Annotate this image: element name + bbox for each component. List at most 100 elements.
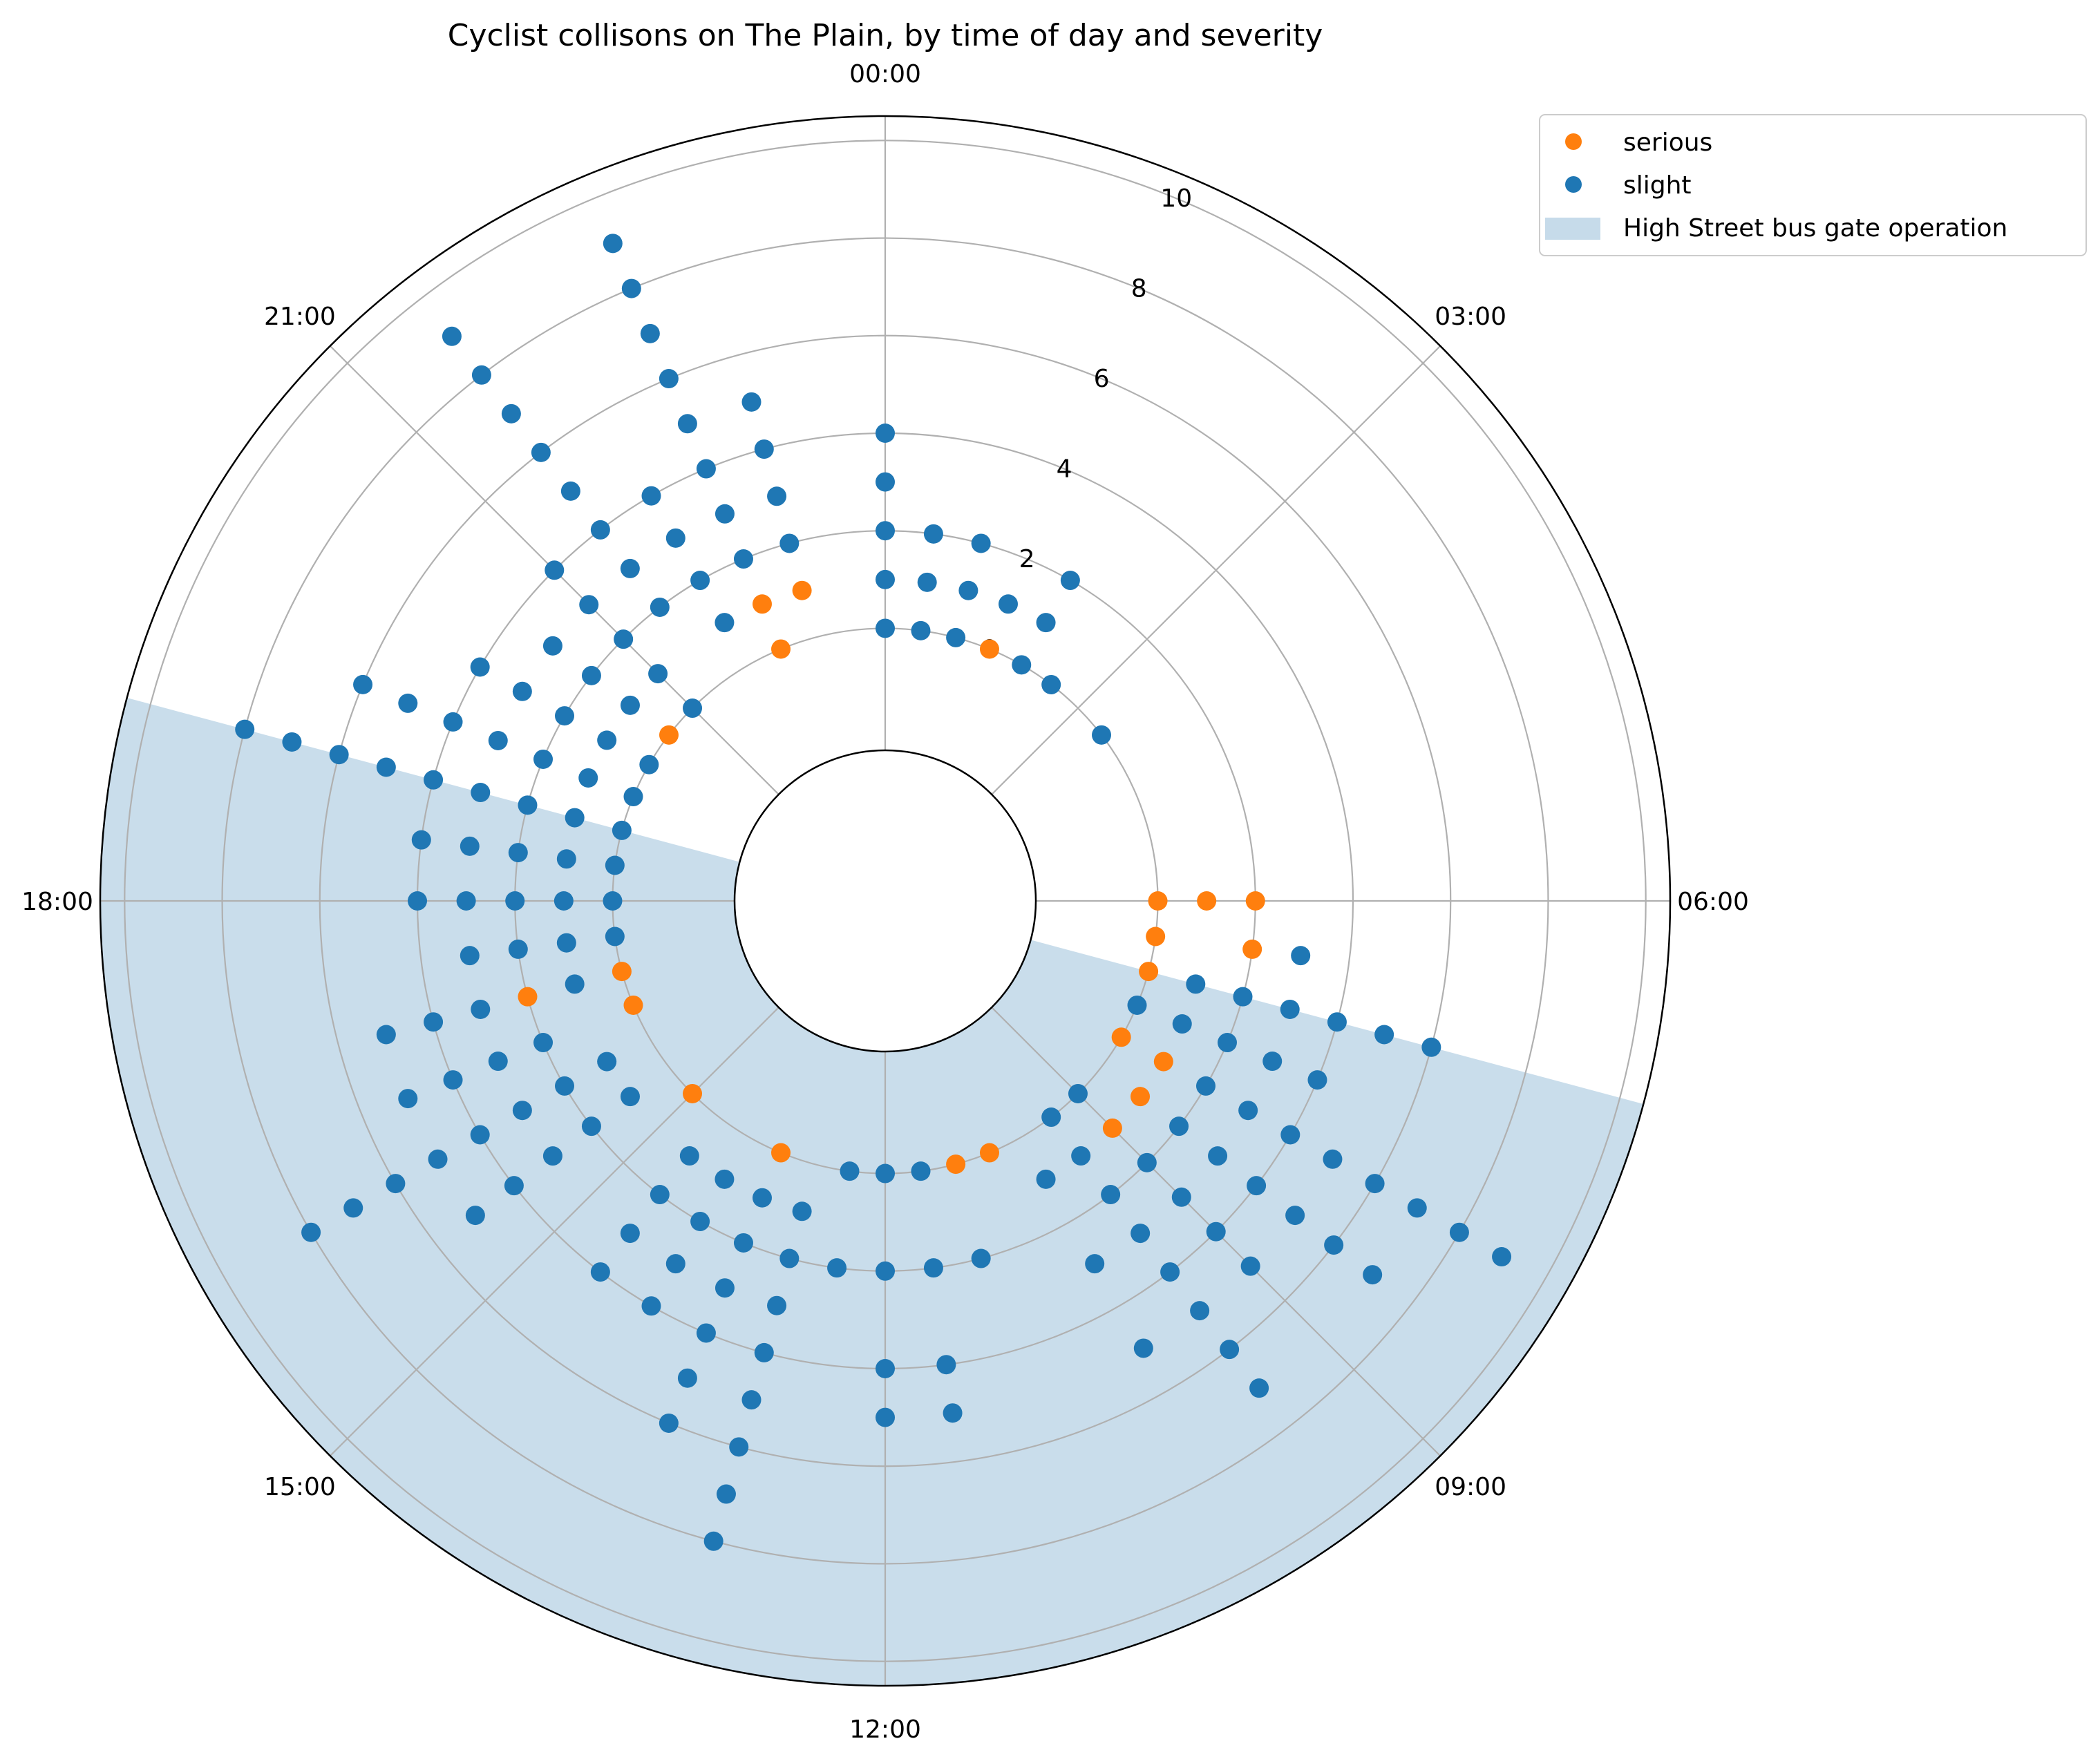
point-serious — [623, 995, 643, 1015]
legend-marker-slight — [1565, 176, 1582, 193]
point-slight — [733, 549, 753, 569]
point-slight — [623, 787, 643, 807]
point-slight — [650, 597, 670, 617]
point-serious — [612, 962, 632, 982]
point-slight — [545, 560, 565, 580]
point-slight — [1172, 1014, 1192, 1034]
inner-spine — [733, 749, 1037, 1053]
point-slight — [665, 1254, 685, 1274]
point-slight — [518, 795, 538, 815]
point-slight — [1280, 999, 1300, 1019]
angular-gridline — [991, 345, 1441, 795]
point-serious — [771, 1143, 791, 1163]
point-slight — [590, 520, 610, 540]
point-slight — [531, 442, 551, 462]
point-slight — [398, 1089, 418, 1109]
point-slight — [733, 1233, 753, 1253]
legend-label-slight: slight — [1623, 171, 1692, 200]
point-slight — [554, 891, 574, 911]
radial-tick-label: 6 — [1094, 365, 1110, 393]
point-slight — [456, 891, 476, 911]
outer-spine — [99, 115, 1672, 1687]
point-slight — [235, 719, 255, 739]
point-slight — [650, 1185, 670, 1205]
point-slight — [512, 681, 532, 701]
point-slight — [876, 521, 895, 541]
point-slight — [911, 1161, 931, 1181]
point-slight — [614, 629, 634, 649]
point-slight — [876, 1359, 895, 1378]
point-slight — [659, 1413, 679, 1433]
point-slight — [605, 926, 625, 947]
point-slight — [1208, 1146, 1228, 1166]
point-slight — [1307, 1070, 1327, 1090]
point-slight — [1249, 1378, 1269, 1398]
point-slight — [1220, 1340, 1240, 1360]
point-slight — [508, 939, 528, 959]
hour-label-0000: 00:00 — [849, 60, 921, 88]
chart-title: Cyclist collisons on The Plain, by time … — [448, 18, 1323, 53]
point-slight — [1217, 1033, 1237, 1053]
point-slight — [1285, 1206, 1305, 1226]
point-slight — [555, 706, 575, 726]
point-slight — [716, 1484, 736, 1504]
point-slight — [460, 946, 480, 966]
point-slight — [620, 558, 640, 578]
point-slight — [442, 326, 462, 346]
point-slight — [424, 770, 444, 790]
point-slight — [620, 1087, 640, 1107]
point-slight — [876, 618, 895, 638]
point-slight — [1374, 1025, 1394, 1045]
point-slight — [542, 636, 562, 656]
point-slight — [1127, 995, 1147, 1015]
point-slight — [1365, 1174, 1385, 1194]
point-slight — [876, 472, 895, 492]
point-slight — [1041, 1107, 1061, 1128]
point-slight — [443, 1070, 463, 1090]
bus-gate-band — [100, 697, 1644, 1686]
point-serious — [1146, 926, 1166, 947]
legend: serious slight High Street bus gate oper… — [1539, 114, 2087, 256]
point-slight — [579, 595, 599, 615]
point-slight — [301, 1222, 321, 1242]
point-slight — [1233, 987, 1253, 1007]
point-slight — [488, 1052, 508, 1072]
point-slight — [1291, 946, 1311, 966]
legend-swatch-bus-gate — [1545, 218, 1600, 240]
point-slight — [555, 1076, 575, 1096]
point-slight — [1492, 1247, 1512, 1267]
point-slight — [533, 1033, 554, 1053]
point-slight — [1324, 1235, 1344, 1255]
hour-label-2100: 21:00 — [264, 303, 336, 331]
point-slight — [741, 392, 762, 412]
point-slight — [460, 836, 480, 856]
point-serious — [1242, 939, 1262, 959]
point-slight — [703, 1531, 723, 1551]
point-slight — [715, 504, 735, 524]
legend-label-serious: serious — [1623, 129, 1712, 157]
polar-grid — [99, 115, 1672, 1687]
point-slight — [999, 594, 1019, 614]
point-slight — [767, 486, 787, 506]
point-slight — [1449, 1222, 1469, 1242]
point-slight — [581, 665, 601, 685]
point-slight — [398, 693, 418, 713]
point-slight — [1238, 1101, 1258, 1121]
point-slight — [1101, 1185, 1121, 1205]
point-slight — [1060, 571, 1080, 591]
point-serious — [979, 639, 999, 659]
point-slight — [946, 627, 966, 647]
radial-tick-label: 8 — [1131, 275, 1147, 303]
point-slight — [696, 1323, 716, 1343]
point-slight — [1247, 1176, 1267, 1196]
point-serious — [683, 1083, 703, 1103]
point-slight — [1131, 1224, 1151, 1244]
radial-tick-label: 4 — [1057, 455, 1072, 484]
point-slight — [936, 1355, 956, 1375]
hour-label-1800: 18:00 — [21, 888, 93, 916]
hour-label-1500: 15:00 — [264, 1473, 336, 1501]
bus-gate-band-layer — [100, 697, 1644, 1686]
point-slight — [620, 695, 640, 715]
point-slight — [754, 439, 774, 459]
